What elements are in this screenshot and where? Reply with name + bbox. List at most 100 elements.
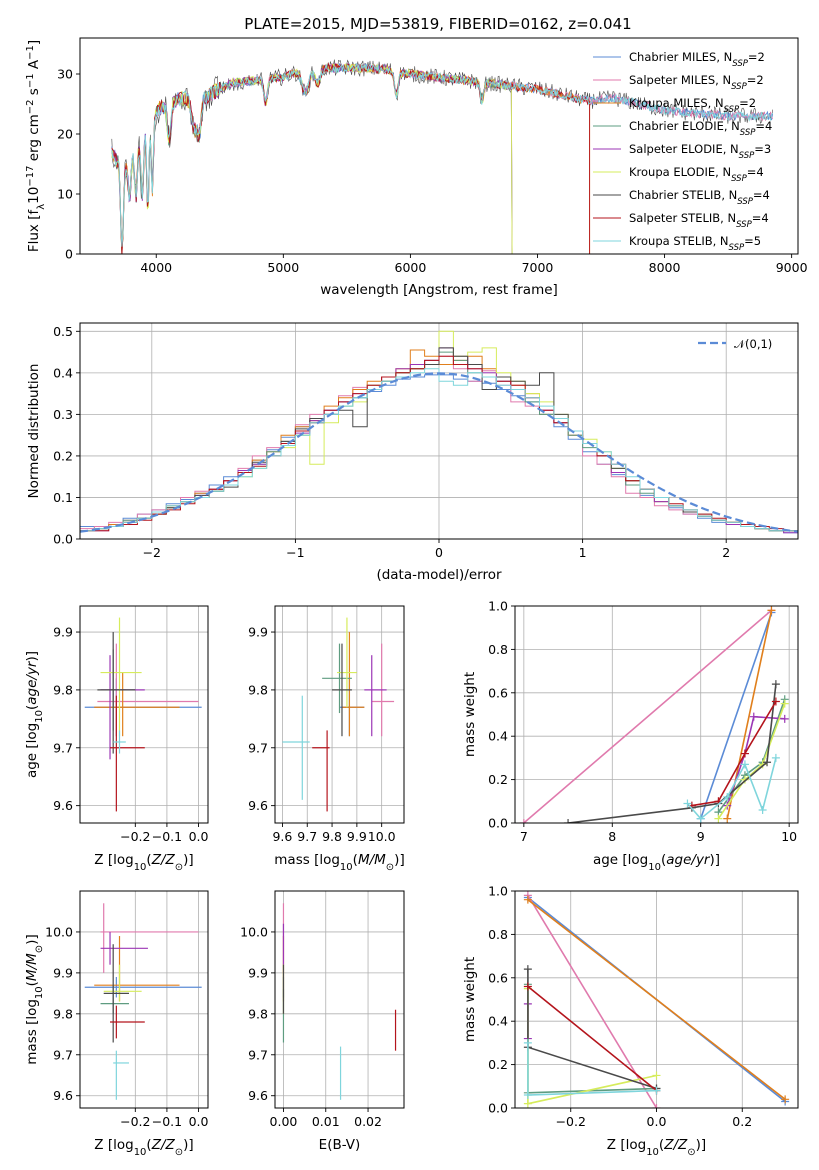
x-tick-label: 9.8 [322, 829, 342, 844]
weight-line [527, 985, 658, 1092]
x-tick-label: 4000 [140, 260, 172, 275]
y-tick-label: 0.8 [488, 642, 508, 657]
plus-marker [771, 697, 780, 706]
legend-entry: Kroupa ELODIE, NSSP=4 [629, 165, 764, 184]
x-tick-label: 0.0 [189, 829, 209, 844]
legend-entry: Salpeter MILES, NSSP=2 [629, 73, 764, 92]
weight-line [686, 757, 777, 820]
y-axis-label: age [log10(age/yr)] [24, 651, 45, 778]
y-tick-label: 9.6 [53, 798, 73, 813]
x-tick-label: 2 [722, 545, 730, 560]
panel-residuals: −2 −1 0 1 2 0.0 0.1 0.2 0.3 0.4 0.5 𝒩(0,1) (data-mod… [26, 322, 799, 583]
x-tick-label: −0.1 [152, 829, 182, 844]
x-tick-label: 9 [697, 829, 705, 844]
plot-area [84, 903, 202, 1100]
plus-marker [564, 819, 573, 823]
legend-entry: Kroupa MILES, NSSP=2 [629, 96, 756, 115]
plus-marker [749, 712, 758, 721]
axes: −2 −1 0 1 2 0.0 0.1 0.2 0.3 0.4 0.5 𝒩(0,1) (data-mod… [26, 322, 799, 583]
plus-marker [780, 699, 789, 708]
y-tick-label: 9.9 [248, 625, 268, 640]
y-tick-label: 9.6 [248, 1088, 268, 1103]
plus-marker [771, 680, 780, 689]
y-axis-label: mass weight [462, 957, 478, 1042]
plot-area [111, 59, 774, 254]
plus-marker [683, 799, 692, 808]
y-axis-label: mass [log10(M/M⊙)] [24, 934, 45, 1064]
x-tick-label: 5000 [267, 260, 299, 275]
plot-area [282, 903, 397, 1100]
x-tick-label: 6000 [395, 260, 427, 275]
x-tick-label: −0.1 [152, 1114, 182, 1129]
x-axis-label: age [log10(age/yr)] [593, 852, 720, 873]
axes-frame [274, 890, 405, 1109]
legend-entry: Chabrier MILES, NSSP=2 [629, 50, 765, 69]
x-tick-label: 10 [781, 829, 797, 844]
y-tick-label: 9.8 [248, 1006, 268, 1021]
y-tick-label: 9.7 [53, 740, 73, 755]
legend-entry: Chabrier ELODIE, NSSP=4 [629, 119, 772, 138]
plus-marker [758, 805, 767, 814]
x-tick-label: 0 [435, 545, 443, 560]
y-tick-label: 1.0 [488, 884, 508, 899]
plus-marker [523, 1099, 532, 1108]
y-tick-label: 30 [57, 67, 73, 82]
figure-title: PLATE=2015, MJD=53819, FIBERID=0162, z=0… [244, 15, 631, 33]
y-tick-label: 9.8 [53, 1006, 73, 1021]
plus-marker [523, 1038, 532, 1047]
plus-marker [771, 753, 780, 762]
x-tick-label: 9.9 [347, 829, 367, 844]
y-tick-label: 0.0 [488, 816, 508, 831]
axes-frame [274, 605, 405, 824]
x-tick-label: 9.6 [272, 829, 292, 844]
x-tick-label: 9000 [776, 260, 808, 275]
x-axis-label: mass [log10(M/M⊙)] [274, 852, 404, 873]
y-tick-label: 9.8 [248, 682, 268, 697]
normal-reference-curve [80, 372, 798, 533]
plus-marker [767, 606, 776, 615]
y-tick-label: 0.1 [53, 490, 73, 505]
plus-marker [740, 760, 749, 769]
plot-area [80, 330, 798, 539]
x-tick-label: 0.02 [354, 1114, 382, 1129]
x-tick-label: −2 [143, 545, 161, 560]
y-tick-label: 9.7 [248, 740, 268, 755]
y-tick-label: 9.8 [53, 682, 73, 697]
x-tick-label: 9.7 [297, 829, 317, 844]
y-tick-label: 0.4 [488, 729, 508, 744]
x-tick-label: 8000 [649, 260, 681, 275]
x-tick-label: 0.01 [312, 1114, 340, 1129]
y-tick-label: 9.9 [53, 625, 73, 640]
plot-area [523, 891, 790, 1108]
plot-area [282, 617, 395, 812]
panel-spectrum: 4000 5000 6000 7000 8000 9000 0 10 20 30 wavelengt… [25, 37, 808, 298]
y-tick-label: 20 [57, 127, 73, 142]
y-tick-label: 0.2 [488, 1057, 508, 1072]
x-tick-label: 0.0 [647, 1114, 667, 1129]
x-axis-label: (data-model)/error [376, 567, 502, 583]
y-tick-label: 0.8 [488, 927, 508, 942]
plus-marker [763, 758, 772, 767]
x-tick-label: 8 [608, 829, 616, 844]
plot-area [84, 617, 202, 812]
y-tick-label: 0.5 [53, 324, 73, 339]
y-tick-label: 0.2 [53, 448, 73, 463]
plus-marker [652, 1086, 661, 1095]
axes: 4000 5000 6000 7000 8000 9000 0 10 20 30 wavelengt… [25, 37, 808, 298]
x-tick-label: 7000 [522, 260, 554, 275]
panel-mass-weight-vs-age: 7 8 9 10 0.0 0.2 0.4 0.6 0.8 1.0 age [log10(age/yr… [462, 599, 799, 873]
x-tick-label: 10.0 [368, 829, 396, 844]
axes: −0.2 −0.1 0.0 9.6 9.7 9.8 9.9 10.0 Z [log10(Z/Z⊙… [24, 890, 209, 1158]
y-tick-label: 0.4 [488, 1014, 508, 1029]
axes-frame [514, 605, 799, 824]
x-tick-label: 0.0 [189, 1114, 209, 1129]
x-tick-label: 0.00 [270, 1114, 298, 1129]
y-tick-label: 9.7 [53, 1047, 73, 1062]
x-tick-label: −0.2 [120, 829, 150, 844]
x-axis-label: Z [log10(Z/Z⊙)] [94, 1137, 193, 1158]
y-tick-label: 0.6 [488, 685, 508, 700]
y-tick-label: 0.0 [53, 532, 73, 547]
legend-entry: 𝒩(0,1) [734, 337, 772, 351]
